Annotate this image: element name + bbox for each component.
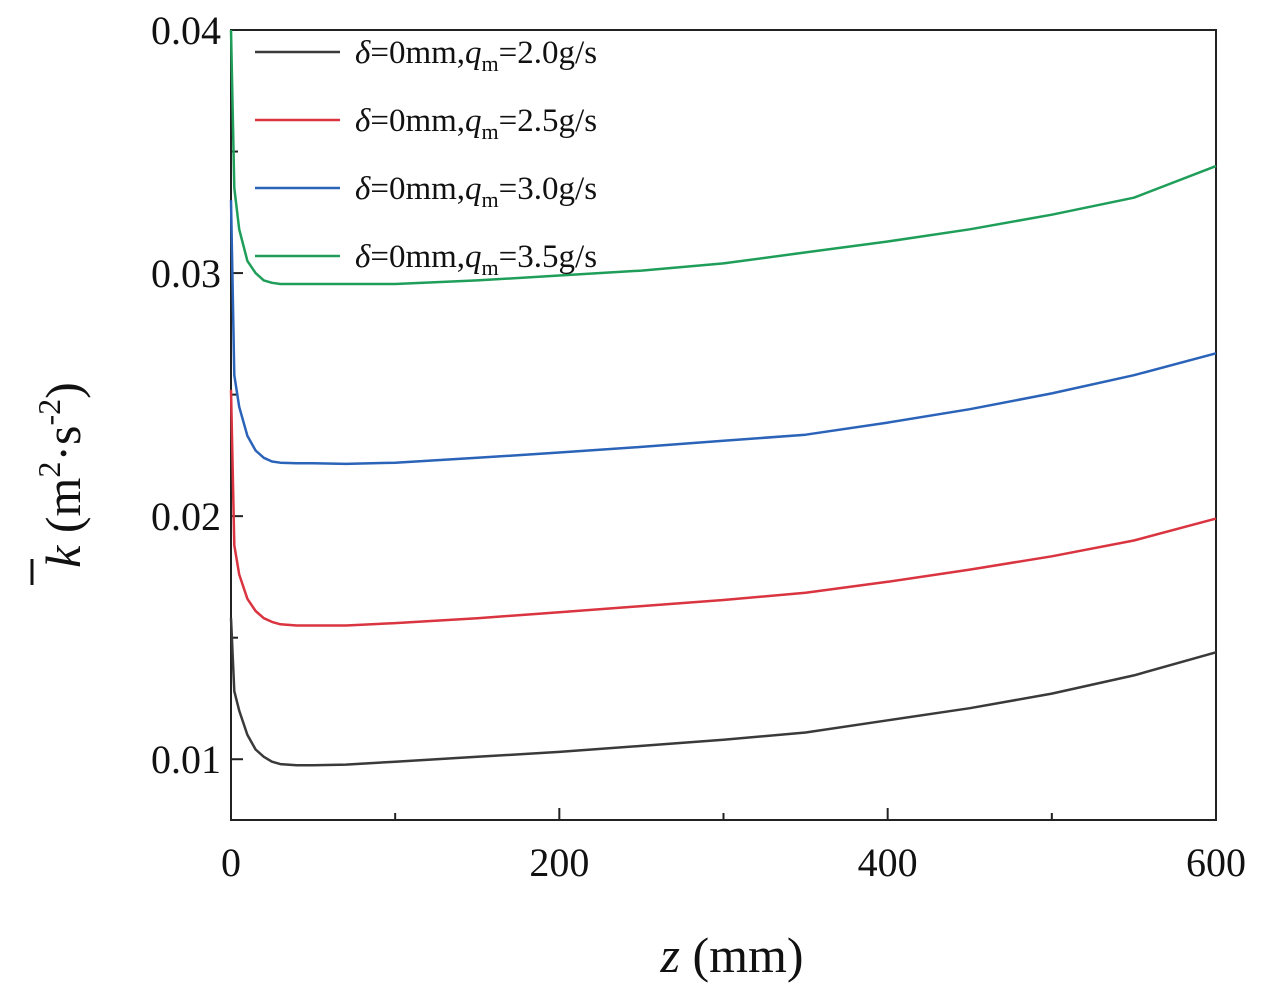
series-line-4 xyxy=(229,29,1217,286)
legend-label-4: δ=0mm,qm=3.5g/s xyxy=(355,239,597,280)
y-axis-title: k (m2·s-2) xyxy=(30,382,91,585)
x-tick-label: 400 xyxy=(858,840,918,885)
series-line-3 xyxy=(229,200,1217,466)
x-tick-label: 200 xyxy=(529,840,589,885)
plot-border xyxy=(230,29,1217,821)
legend-label-3: δ=0mm,qm=3.0g/s xyxy=(355,171,597,212)
legend-label-2: δ=0mm,qm=2.5g/s xyxy=(355,103,597,144)
x-tick-label: 0 xyxy=(221,840,241,885)
legend: δ=0mm,qm=2.0g/s δ=0mm,qm=2.5g/s δ=0mm,qm=3… xyxy=(255,35,597,280)
x-axis-title: z (mm) xyxy=(659,927,803,983)
svg-text:k (m2·s-2): k (m2·s-2) xyxy=(31,382,91,568)
x-axis-ticks: 0 200 400 600 xyxy=(221,808,1246,885)
x-tick-label: 600 xyxy=(1186,840,1246,885)
series-line-2 xyxy=(229,389,1217,627)
y-tick-label: 0.04 xyxy=(151,8,221,53)
y-axis-ticks: 0.01 0.02 0.03 0.04 xyxy=(151,8,243,782)
series-line-1 xyxy=(229,618,1217,767)
y-tick-label: 0.03 xyxy=(151,251,221,296)
plot-frame xyxy=(230,29,1217,821)
y-tick-label: 0.02 xyxy=(151,494,221,539)
legend-label-1: δ=0mm,qm=2.0g/s xyxy=(355,35,597,76)
y-tick-label: 0.01 xyxy=(151,737,221,782)
series-lines xyxy=(229,29,1217,767)
